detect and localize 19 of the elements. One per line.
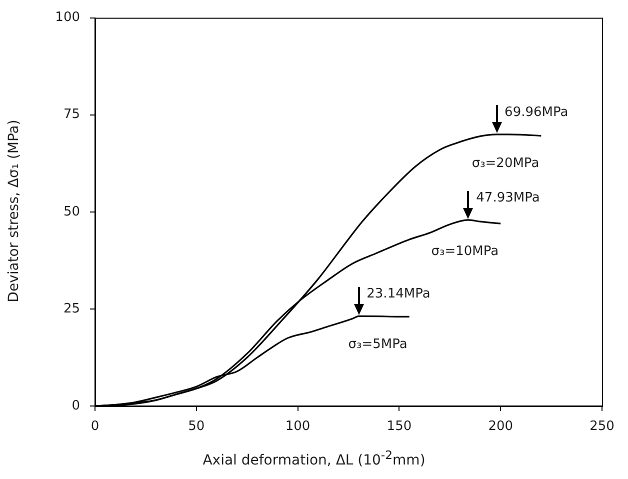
y-axis-title: Deviator stress, Δσ₁ (MPa)	[6, 120, 22, 302]
x-tick-label: 50	[188, 419, 205, 434]
x-tick-label: 200	[488, 419, 514, 434]
annotation: 69.96MPa	[504, 104, 568, 120]
y-tick-label: 100	[55, 10, 80, 26]
y-tick-label: 25	[63, 301, 80, 316]
y-tick-label: 0	[72, 398, 80, 414]
x-tick-label: 150	[386, 419, 412, 434]
annotation: 47.93MPa	[476, 190, 540, 206]
y-tick-label: 75	[63, 107, 80, 122]
series-label: σ₃=10MPa	[431, 244, 499, 259]
x-tick-label: 0	[90, 419, 100, 434]
x-axis-title: Axial deformation, ΔL (10$^{-2}$mm)	[202, 448, 426, 469]
series-label: σ₃=20MPa	[472, 156, 540, 172]
y-tick-label: 50	[63, 204, 80, 220]
x-tick-label: 100	[285, 419, 310, 434]
x-tick-label: 250	[590, 419, 614, 434]
series-label: σ₃=5MPa	[348, 337, 408, 352]
annotation: 23.14MPa	[366, 286, 430, 302]
